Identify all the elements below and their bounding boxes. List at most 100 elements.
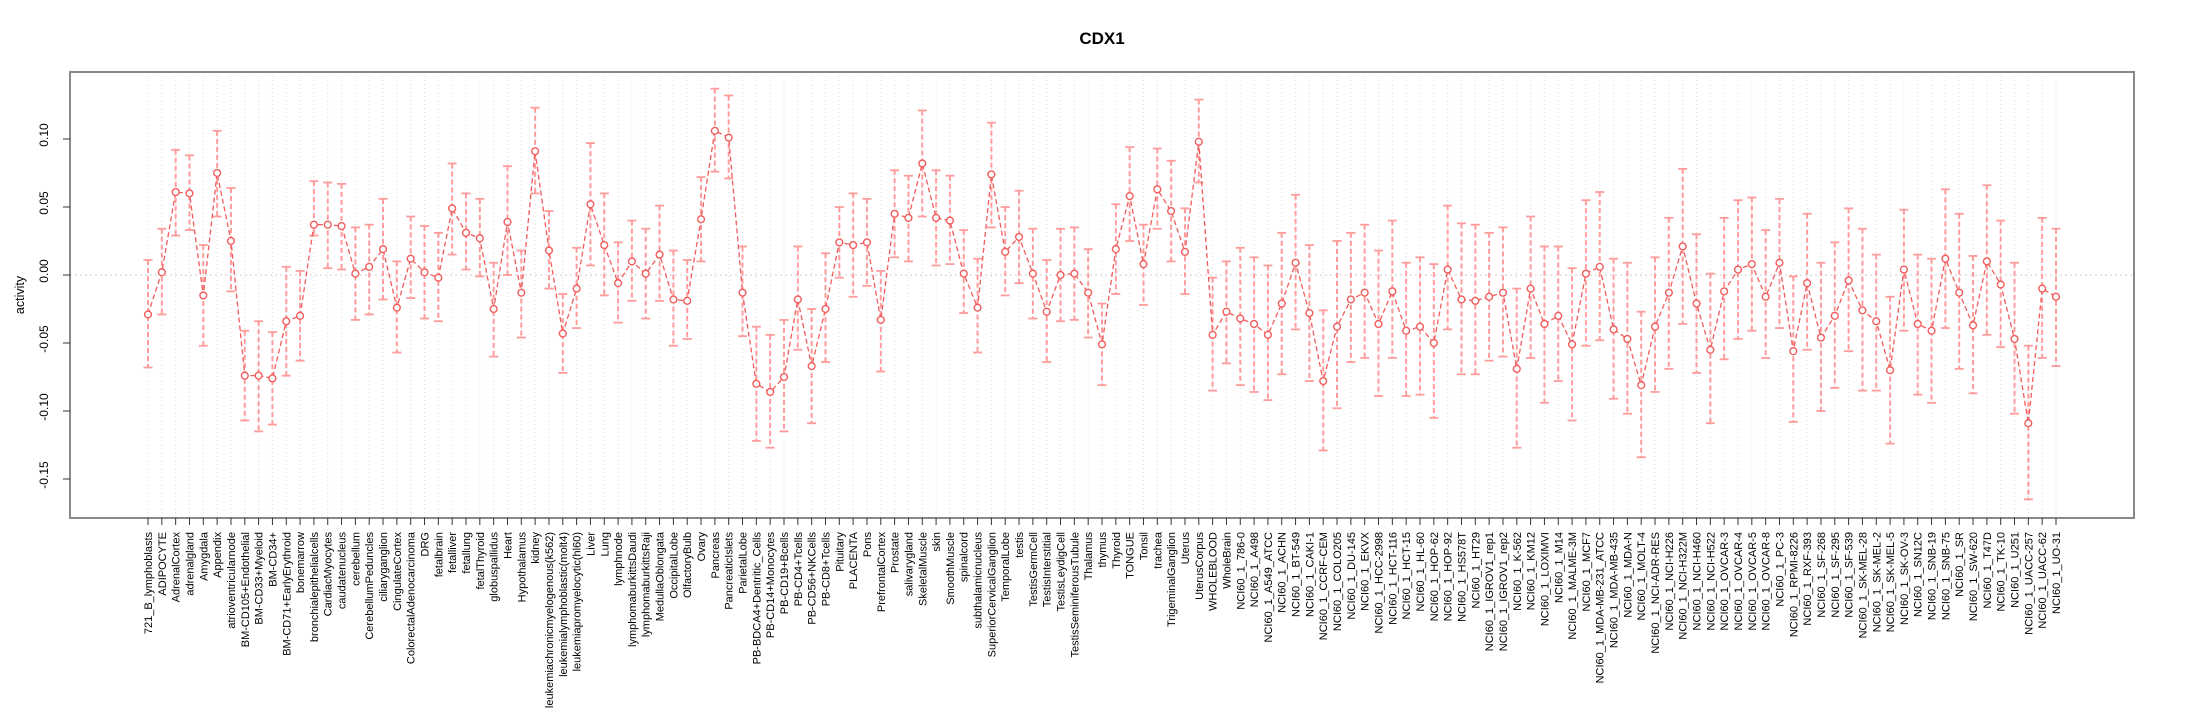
x-tick-label: NCI60_1_OVCAR-4 <box>1733 532 1745 630</box>
x-tick-label: NCI60_1_SK-OV-3 <box>1899 532 1911 625</box>
x-tick-label: NCI60_1_LOXIMVI <box>1539 532 1551 626</box>
x-tick-label: PB-BDCA4+Dentritic_Cells <box>751 532 763 665</box>
data-point-marker <box>254 371 263 380</box>
x-tick-label: TestisGermCell <box>1028 532 1040 607</box>
x-tick-label: DRG <box>420 532 432 556</box>
y-axis: 0.10 0.05 0.00 -0.05 -0.10 -0.15 <box>37 123 70 489</box>
x-tick-label: Uterus <box>1180 532 1192 565</box>
data-point-marker <box>323 220 332 229</box>
x-tick-label: OccipitalLobe <box>668 532 680 599</box>
x-tick-label: PB-CD19+Bcells <box>779 532 791 615</box>
data-point-marker <box>738 288 747 297</box>
x-tick-label: TrigeminalGanglion <box>1166 532 1178 627</box>
x-tick-label: adrenalgland <box>184 532 196 596</box>
data-point-marker <box>1125 192 1134 201</box>
x-tick-label: CardiacMyocytes <box>323 532 335 617</box>
y-tick-label: 0.05 <box>37 191 51 215</box>
x-tick-label: NCI60_1_SF-295 <box>1830 532 1842 618</box>
x-tick-label: SmoothMuscle <box>945 532 957 605</box>
data-point-marker <box>1720 287 1729 296</box>
x-tick-label: BM-CD33+Myeloid <box>254 532 266 625</box>
data-point-marker <box>1070 269 1079 278</box>
x-tick-label: lymphnode <box>613 532 625 586</box>
data-point-marker <box>2024 419 2033 428</box>
x-tick-label: subthalamicnucleus <box>973 532 985 629</box>
x-tick-label: globuspallidus <box>489 532 501 602</box>
x-tick-label: bonemarrow <box>295 532 307 593</box>
x-tick-label: spinalcord <box>959 532 971 582</box>
x-tick-label: NCI60_1_CCRF-CEM <box>1318 532 1330 640</box>
x-axis: 721_B_lymphoblasts ADIPOCYTE AdrenalCortex… <box>143 518 2063 708</box>
x-tick-label: NCI60_1_OVCAR-3 <box>1719 532 1731 630</box>
data-point-marker <box>392 303 401 312</box>
x-tick-label: TestisSeminiferousTubule <box>1069 532 1081 658</box>
data-point-marker <box>1180 247 1190 256</box>
x-tick-label: fetalbrain <box>433 532 445 577</box>
x-tick-label: NCI60_1_NCI-H522 <box>1705 532 1717 630</box>
data-point-marker <box>1595 262 1604 271</box>
data-point-marker <box>821 304 830 314</box>
data-point-marker <box>240 371 249 380</box>
data-point-marker <box>185 189 194 198</box>
data-point-marker <box>475 234 484 243</box>
data-point-marker <box>1872 317 1881 326</box>
data-point-marker <box>2010 334 2019 344</box>
data-point-marker <box>1885 366 1895 375</box>
x-tick-label: NCI60_1_HCT-15 <box>1401 532 1413 619</box>
data-point-marker <box>378 245 388 254</box>
x-tick-label: NCI60_1_HT29 <box>1470 532 1482 608</box>
x-tick-label: NCI60_1_MOLT-4 <box>1636 532 1648 620</box>
data-point-marker <box>1567 340 1577 349</box>
data-point-marker <box>1167 206 1176 216</box>
data-point-marker <box>1803 279 1812 288</box>
data-point-marker <box>503 217 512 227</box>
data-point-marker <box>945 216 955 225</box>
x-tick-label: NCI60_1_HCC-2998 <box>1374 532 1386 634</box>
x-tick-label: UterusCorpus <box>1194 532 1206 600</box>
x-tick-label: Hypothalamus <box>516 532 528 603</box>
data-point-marker <box>1706 345 1715 354</box>
x-tick-label: NCI60_1_COLO205 <box>1332 532 1344 631</box>
x-tick-label: NCI60_1_SK-MEL-2 <box>1871 532 1883 632</box>
x-tick-label: lymphomaburkittsDaudi <box>627 532 639 647</box>
x-tick-label: NCI60_1_MDA-N <box>1622 532 1634 618</box>
data-point-marker <box>2038 284 2047 293</box>
error-bars <box>143 87 2061 501</box>
data-point-marker <box>793 295 802 304</box>
x-tick-label: Pons <box>862 532 874 558</box>
x-tick-label: atrioventricularnode <box>226 532 238 629</box>
data-point-marker <box>365 262 374 271</box>
data-point-marker <box>890 209 899 218</box>
x-tick-label: NCI60_1_TK-10 <box>1996 532 2008 612</box>
data-point-marker <box>683 296 692 305</box>
data-point-marker <box>1443 265 1452 274</box>
x-tick-label: NCI60_1_SK-MEL-28 <box>1857 532 1869 638</box>
data-point-marker <box>337 221 346 231</box>
x-tick-label: NCI60_1_HL-60 <box>1415 532 1427 612</box>
chart-title: CDX1 <box>1079 29 1124 48</box>
x-tick-label: NCI60_1_NCI-H322M <box>1678 532 1690 640</box>
data-point-marker <box>1664 288 1673 297</box>
x-tick-label: PrefrontalCortex <box>876 532 888 613</box>
x-tick-label: SkeletalMuscle <box>917 532 929 606</box>
x-tick-label: NCI60_1_HCT-116 <box>1387 532 1399 625</box>
data-point-marker <box>1014 232 1024 242</box>
y-tick-label: -0.05 <box>37 325 51 353</box>
data-point-marker <box>1263 330 1273 339</box>
data-point-marker <box>157 268 166 277</box>
x-tick-label: leukemialymphoblastic(molt4) <box>558 532 570 677</box>
data-point-marker <box>1028 269 1037 278</box>
data-point-marker <box>1512 364 1521 373</box>
x-tick-label: BM-CD34+ <box>267 532 279 587</box>
x-tick-label: NCI60_1_T47D <box>1982 532 1994 608</box>
x-tick-label: testis <box>1014 532 1026 558</box>
data-point-marker <box>849 240 858 250</box>
gridlines <box>147 72 2057 518</box>
data-points <box>143 126 2061 428</box>
x-tick-label: PB-CD4+Tcells <box>793 532 805 607</box>
x-tick-label: NCI60_1_SF-539 <box>1844 532 1856 618</box>
data-point-marker <box>1733 265 1743 274</box>
x-tick-label: NCI60_1_UACC-62 <box>2037 532 2049 629</box>
x-tick-label: leukemiapromyelocytic(hl60) <box>572 532 584 671</box>
data-point-marker <box>627 257 637 266</box>
